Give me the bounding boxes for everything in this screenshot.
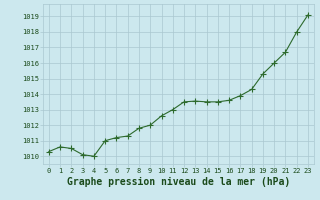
X-axis label: Graphe pression niveau de la mer (hPa): Graphe pression niveau de la mer (hPa): [67, 177, 290, 187]
